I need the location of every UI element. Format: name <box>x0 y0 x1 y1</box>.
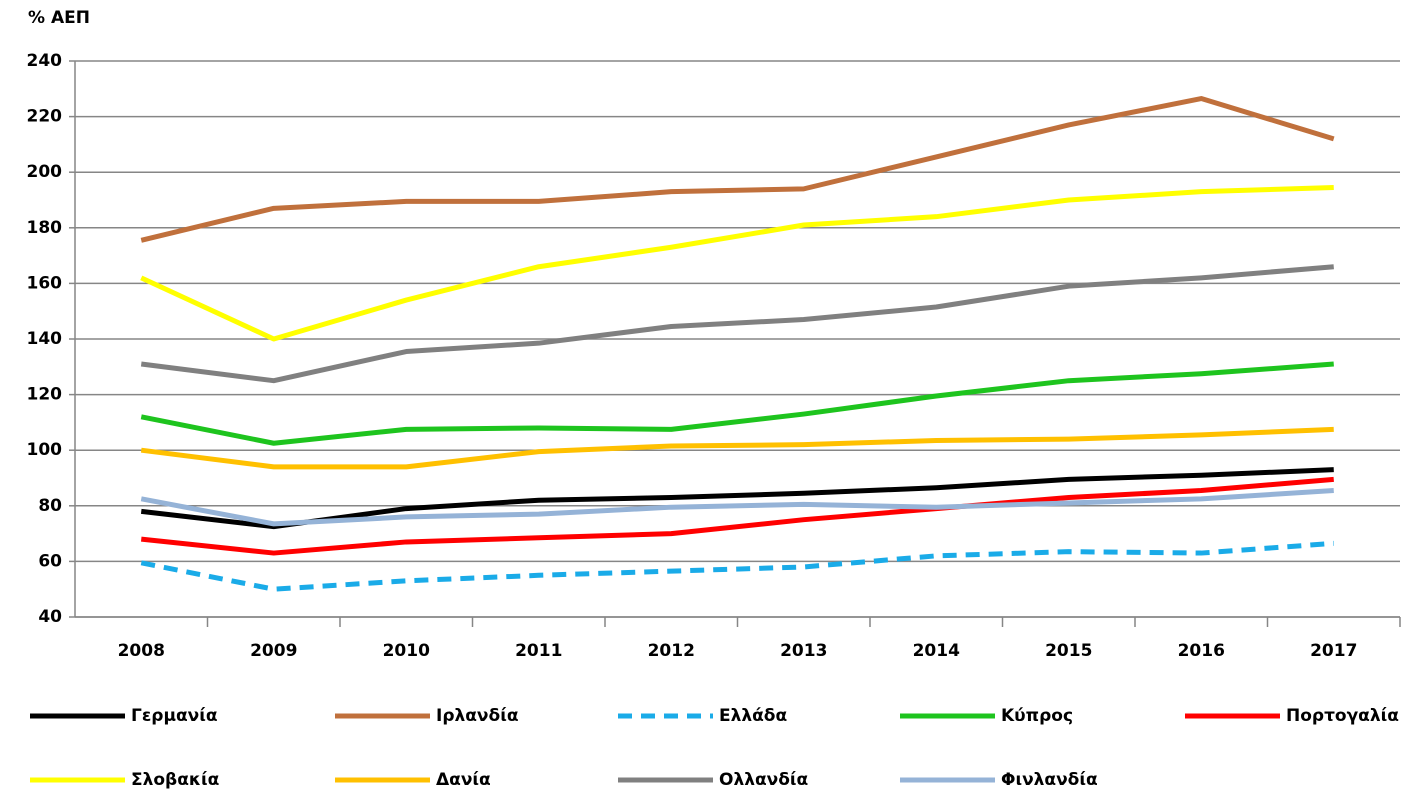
line-series <box>140 467 1334 530</box>
x-tick-label: 2014 <box>913 641 960 661</box>
x-tick-label: 2016 <box>1178 641 1225 661</box>
y-tick-label: 140 <box>27 329 63 349</box>
legend-label: Πορτογαλία <box>1286 706 1399 726</box>
y-tick-label: 160 <box>27 273 63 293</box>
legend-label: Ολλανδία <box>719 770 808 790</box>
y-tick-label: 120 <box>27 385 63 405</box>
legend-label: Δανία <box>436 770 491 790</box>
y-tick-label: 60 <box>38 551 62 571</box>
y-tick-label: 180 <box>27 218 63 238</box>
line-series <box>140 361 1334 446</box>
legend-label: Φινλανδία <box>1001 770 1098 790</box>
x-tick-label: 2012 <box>648 641 695 661</box>
y-tick-label: 220 <box>27 107 63 127</box>
legend-label: Ελλάδα <box>719 706 787 726</box>
line-series <box>140 476 1334 556</box>
x-tick-label: 2015 <box>1045 641 1092 661</box>
legend-label: Σλοβακία <box>131 770 219 790</box>
y-tick-label: 100 <box>27 440 63 460</box>
line-series <box>140 426 1334 470</box>
y-tick-label: 40 <box>38 607 62 627</box>
x-tick-label: 2017 <box>1310 641 1357 661</box>
y-tick-label: 200 <box>27 162 63 182</box>
legend-label: Κύπρος <box>1001 706 1073 726</box>
x-tick-label: 2008 <box>118 641 165 661</box>
legend-label: Γερμανία <box>131 706 218 726</box>
line-series <box>140 184 1334 342</box>
x-tick-label: 2009 <box>250 641 297 661</box>
x-tick-label: 2011 <box>515 641 562 661</box>
line-series <box>140 264 1334 384</box>
legend-label: Ιρλανδία <box>436 706 519 726</box>
x-tick-label: 2010 <box>383 641 430 661</box>
y-axis-label: % ΑΕΠ <box>28 8 90 28</box>
y-tick-label: 240 <box>27 51 63 71</box>
line-series <box>140 540 1334 592</box>
line-series <box>140 488 1334 527</box>
line-series <box>140 96 1335 243</box>
x-tick-label: 2013 <box>780 641 827 661</box>
y-tick-label: 80 <box>38 496 62 516</box>
